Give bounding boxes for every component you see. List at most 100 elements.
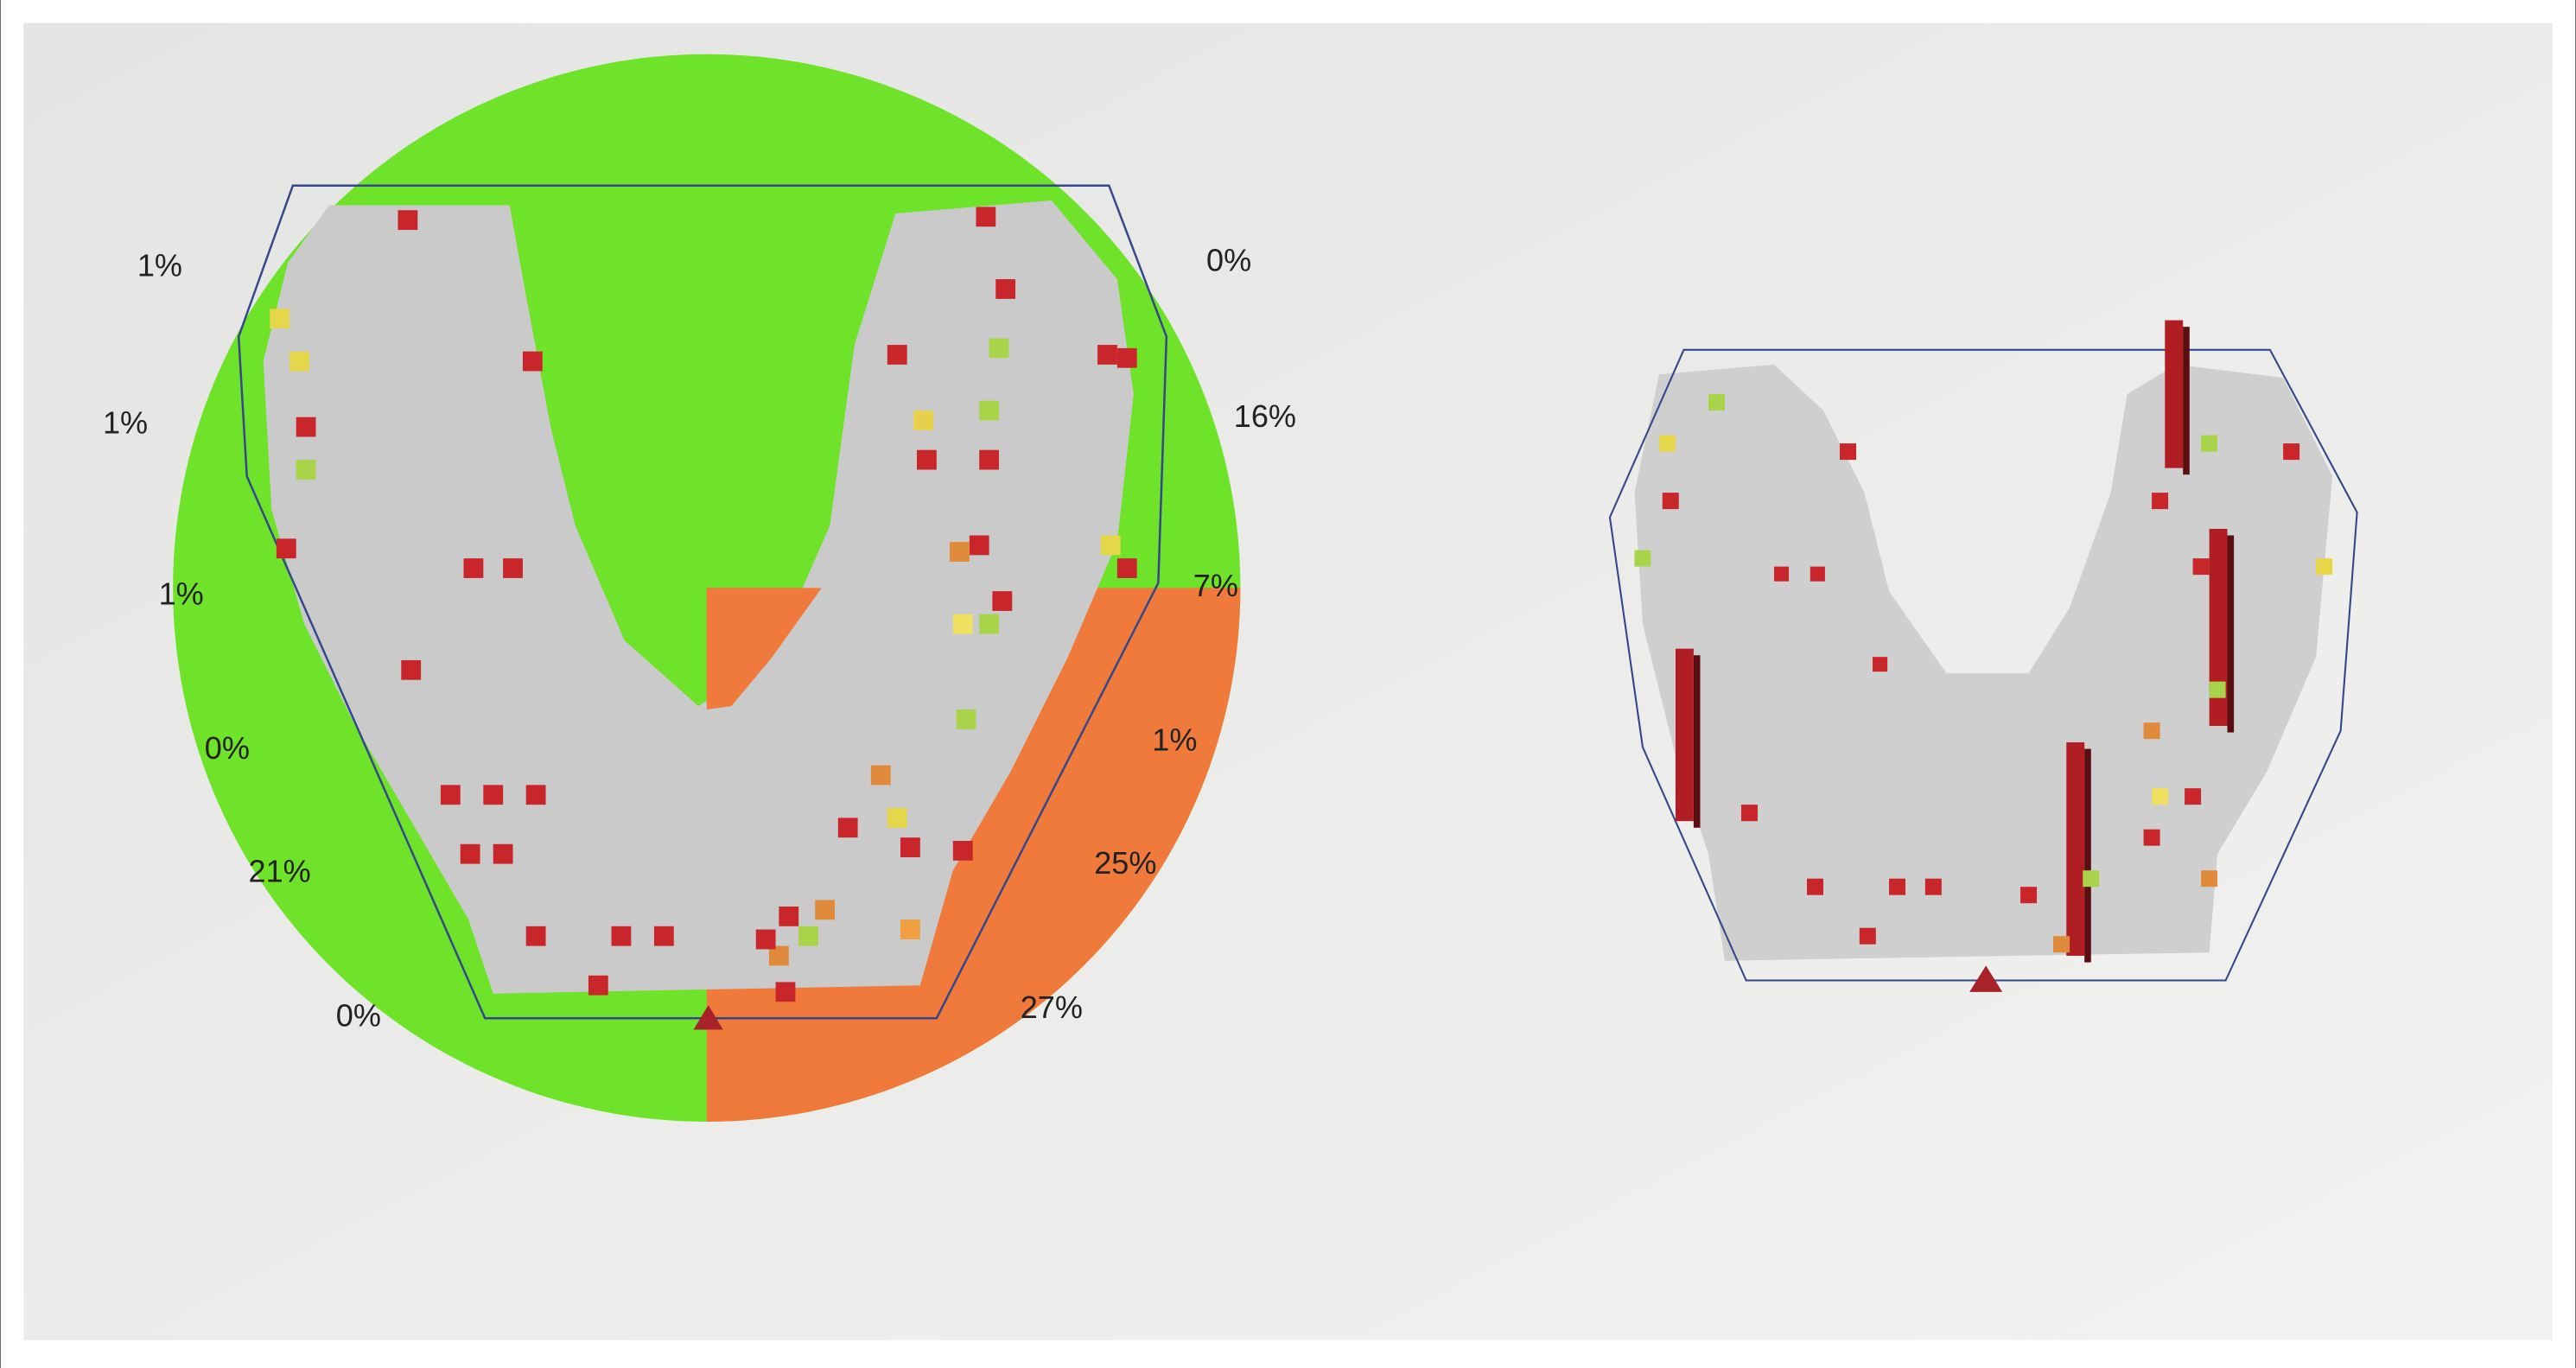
outline-3d bbox=[1608, 348, 2358, 982]
contact-cell bbox=[296, 417, 316, 437]
percent-label: 7% bbox=[1193, 568, 1238, 603]
percent-label: 0% bbox=[205, 730, 250, 766]
percent-label: 16% bbox=[1234, 398, 1296, 434]
contact-cell bbox=[1116, 558, 1137, 578]
contact-cell bbox=[1859, 927, 1876, 945]
occlusion-2d: 1% 1% 1% 0% 21% 0% 0% 16% 7% 1% 25% 27% bbox=[103, 54, 1296, 1122]
percent-label: 1% bbox=[159, 576, 204, 611]
percent-label: 0% bbox=[336, 998, 381, 1034]
contact-cell bbox=[611, 926, 632, 946]
orange-patch bbox=[706, 588, 822, 709]
contact-cell bbox=[900, 837, 920, 857]
contacts bbox=[270, 207, 1137, 1002]
contact-cell bbox=[463, 558, 484, 578]
contact-cell bbox=[815, 900, 836, 920]
contact-cell bbox=[995, 279, 1016, 299]
contact-cell bbox=[1807, 878, 1824, 895]
contact-cell bbox=[2152, 788, 2169, 805]
contact-cell bbox=[775, 982, 796, 1002]
contact-cell bbox=[483, 785, 504, 805]
contact-bar-side bbox=[2084, 748, 2091, 963]
contact-cell bbox=[979, 400, 1000, 421]
occlusion-3d bbox=[1608, 320, 2358, 992]
midline-marker bbox=[693, 1005, 723, 1030]
contact-cell bbox=[525, 785, 546, 805]
contact-cell bbox=[989, 338, 1009, 359]
contact-cell bbox=[979, 449, 1000, 470]
contact-cell bbox=[1708, 394, 1725, 411]
contact-cell bbox=[2283, 443, 2300, 461]
contact-cell bbox=[2020, 887, 2038, 904]
contact-cell bbox=[798, 926, 818, 946]
contact-cell bbox=[1840, 443, 1857, 461]
contact-cell bbox=[1658, 435, 1676, 452]
contact-cell bbox=[2185, 788, 2202, 805]
contact-bar bbox=[2066, 741, 2085, 957]
contact-cell bbox=[525, 926, 546, 946]
contact-cell bbox=[522, 351, 543, 372]
contact-bar-side bbox=[2183, 327, 2190, 475]
contact-cell bbox=[1774, 566, 1790, 582]
contact-cell bbox=[270, 309, 290, 329]
contact-cell bbox=[952, 840, 973, 861]
contact-cell bbox=[870, 765, 891, 786]
contact-cell bbox=[1634, 550, 1651, 567]
contact-cell bbox=[887, 807, 907, 828]
contact-cell bbox=[755, 929, 776, 950]
midline-marker-3d bbox=[1969, 965, 2003, 992]
contact-cell bbox=[2152, 493, 2169, 510]
contact-cell bbox=[493, 843, 513, 864]
contact-cell bbox=[588, 975, 608, 996]
contact-cell bbox=[276, 538, 296, 559]
percent-label: 1% bbox=[137, 247, 182, 283]
dental-arch bbox=[263, 200, 1134, 994]
contact-cell bbox=[401, 659, 422, 680]
contact-cell bbox=[289, 351, 309, 372]
contact-cell bbox=[398, 210, 418, 231]
contact-cell bbox=[1662, 493, 1679, 510]
contact-cell bbox=[956, 709, 976, 729]
contact-cell bbox=[768, 945, 789, 966]
contact-cell bbox=[440, 785, 461, 805]
contact-cell bbox=[1097, 345, 1117, 365]
contact-cell bbox=[2192, 558, 2210, 576]
left-labels: 1% 1% 1% 0% 21% 0% bbox=[103, 247, 381, 1033]
contact-cell bbox=[992, 591, 1013, 611]
contact-cell bbox=[1740, 805, 1759, 822]
right-labels: 0% 16% 7% 1% 25% 27% bbox=[1021, 243, 1296, 1026]
contact-cell bbox=[1116, 347, 1137, 368]
contact-cell bbox=[2143, 829, 2160, 846]
contact-cell bbox=[950, 542, 970, 562]
contact-cell bbox=[2083, 870, 2100, 888]
percent-label: 25% bbox=[1094, 845, 1156, 881]
contact-bar-side bbox=[2227, 535, 2235, 733]
contact-cell bbox=[503, 558, 523, 578]
contact-bar bbox=[2209, 528, 2228, 726]
contact-cell bbox=[1810, 566, 1825, 582]
contact-cell bbox=[2316, 558, 2333, 576]
contact-bar-side bbox=[1693, 655, 1701, 828]
percent-label: 21% bbox=[249, 854, 311, 889]
contact-cell bbox=[887, 345, 907, 365]
contact-cell bbox=[952, 614, 973, 634]
contact-cell bbox=[2201, 870, 2218, 888]
contact-cell bbox=[969, 535, 989, 556]
contact-cell bbox=[913, 410, 934, 430]
contact-bar bbox=[1675, 648, 1694, 822]
contact-cell bbox=[1100, 535, 1121, 556]
contact-cell bbox=[979, 614, 1000, 634]
contact-cell bbox=[837, 818, 858, 838]
contact-cell bbox=[2143, 722, 2160, 740]
percent-label: 1% bbox=[1152, 722, 1197, 757]
contact-cell bbox=[900, 919, 920, 940]
contact-cell bbox=[1889, 878, 1906, 895]
percent-label: 27% bbox=[1021, 989, 1083, 1025]
dental-arch-3d bbox=[1634, 364, 2333, 961]
contact-cell bbox=[2053, 936, 2070, 953]
contact-cell bbox=[779, 906, 799, 926]
outline bbox=[237, 184, 1168, 1020]
percent-label: 0% bbox=[1206, 243, 1251, 278]
contact-cell bbox=[976, 207, 996, 227]
